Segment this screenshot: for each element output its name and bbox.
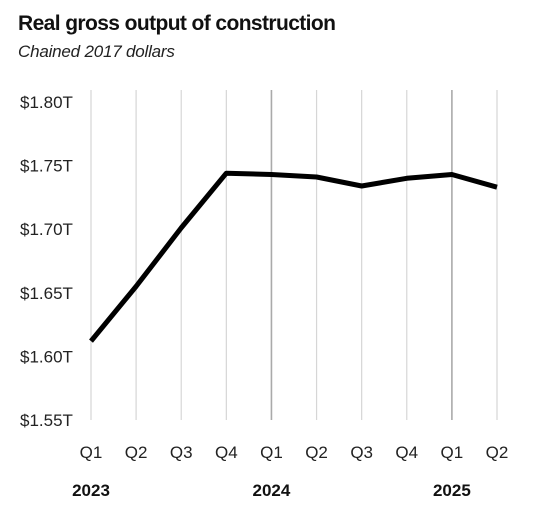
y-tick-label: $1.75T bbox=[20, 157, 73, 176]
x-tick-label: Q2 bbox=[305, 443, 328, 462]
x-tick-label: Q1 bbox=[260, 443, 283, 462]
x-axis: Q1 Q2 Q3 Q4 Q1 Q2 Q3 Q4 Q1 Q2 bbox=[80, 443, 509, 462]
chart-title: Real gross output of construction bbox=[18, 12, 336, 35]
y-tick-label: $1.65T bbox=[20, 284, 73, 303]
chart-subtitle: Chained 2017 dollars bbox=[18, 42, 175, 61]
x-tick-label: Q4 bbox=[215, 443, 238, 462]
y-tick-label: $1.55T bbox=[20, 411, 73, 430]
y-tick-label: $1.80T bbox=[20, 93, 73, 112]
year-label: 2023 bbox=[72, 481, 110, 500]
grid-lines bbox=[90, 90, 498, 420]
year-label: 2024 bbox=[253, 481, 291, 500]
x-tick-label: Q3 bbox=[350, 443, 373, 462]
y-axis: $1.55T $1.60T $1.65T $1.70T $1.75T $1.80T bbox=[20, 93, 73, 430]
series-line bbox=[89, 170, 498, 343]
year-label: 2025 bbox=[433, 481, 471, 500]
series-layer bbox=[89, 170, 498, 343]
x-tick-label: Q3 bbox=[170, 443, 193, 462]
x-tick-label: Q4 bbox=[395, 443, 418, 462]
year-labels: 2023 2024 2025 bbox=[72, 481, 471, 500]
x-tick-label: Q1 bbox=[441, 443, 464, 462]
y-tick-label: $1.70T bbox=[20, 220, 73, 239]
y-tick-label: $1.60T bbox=[20, 347, 73, 366]
x-tick-label: Q2 bbox=[125, 443, 148, 462]
x-tick-label: Q1 bbox=[80, 443, 103, 462]
x-tick-label: Q2 bbox=[486, 443, 509, 462]
